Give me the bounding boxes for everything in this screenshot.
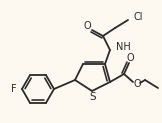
Text: S: S — [90, 92, 96, 102]
Text: NH: NH — [116, 42, 131, 52]
Text: Cl: Cl — [134, 12, 144, 22]
Text: O: O — [133, 79, 141, 89]
Text: O: O — [126, 53, 134, 63]
Text: O: O — [83, 21, 91, 31]
Text: F: F — [11, 84, 17, 94]
